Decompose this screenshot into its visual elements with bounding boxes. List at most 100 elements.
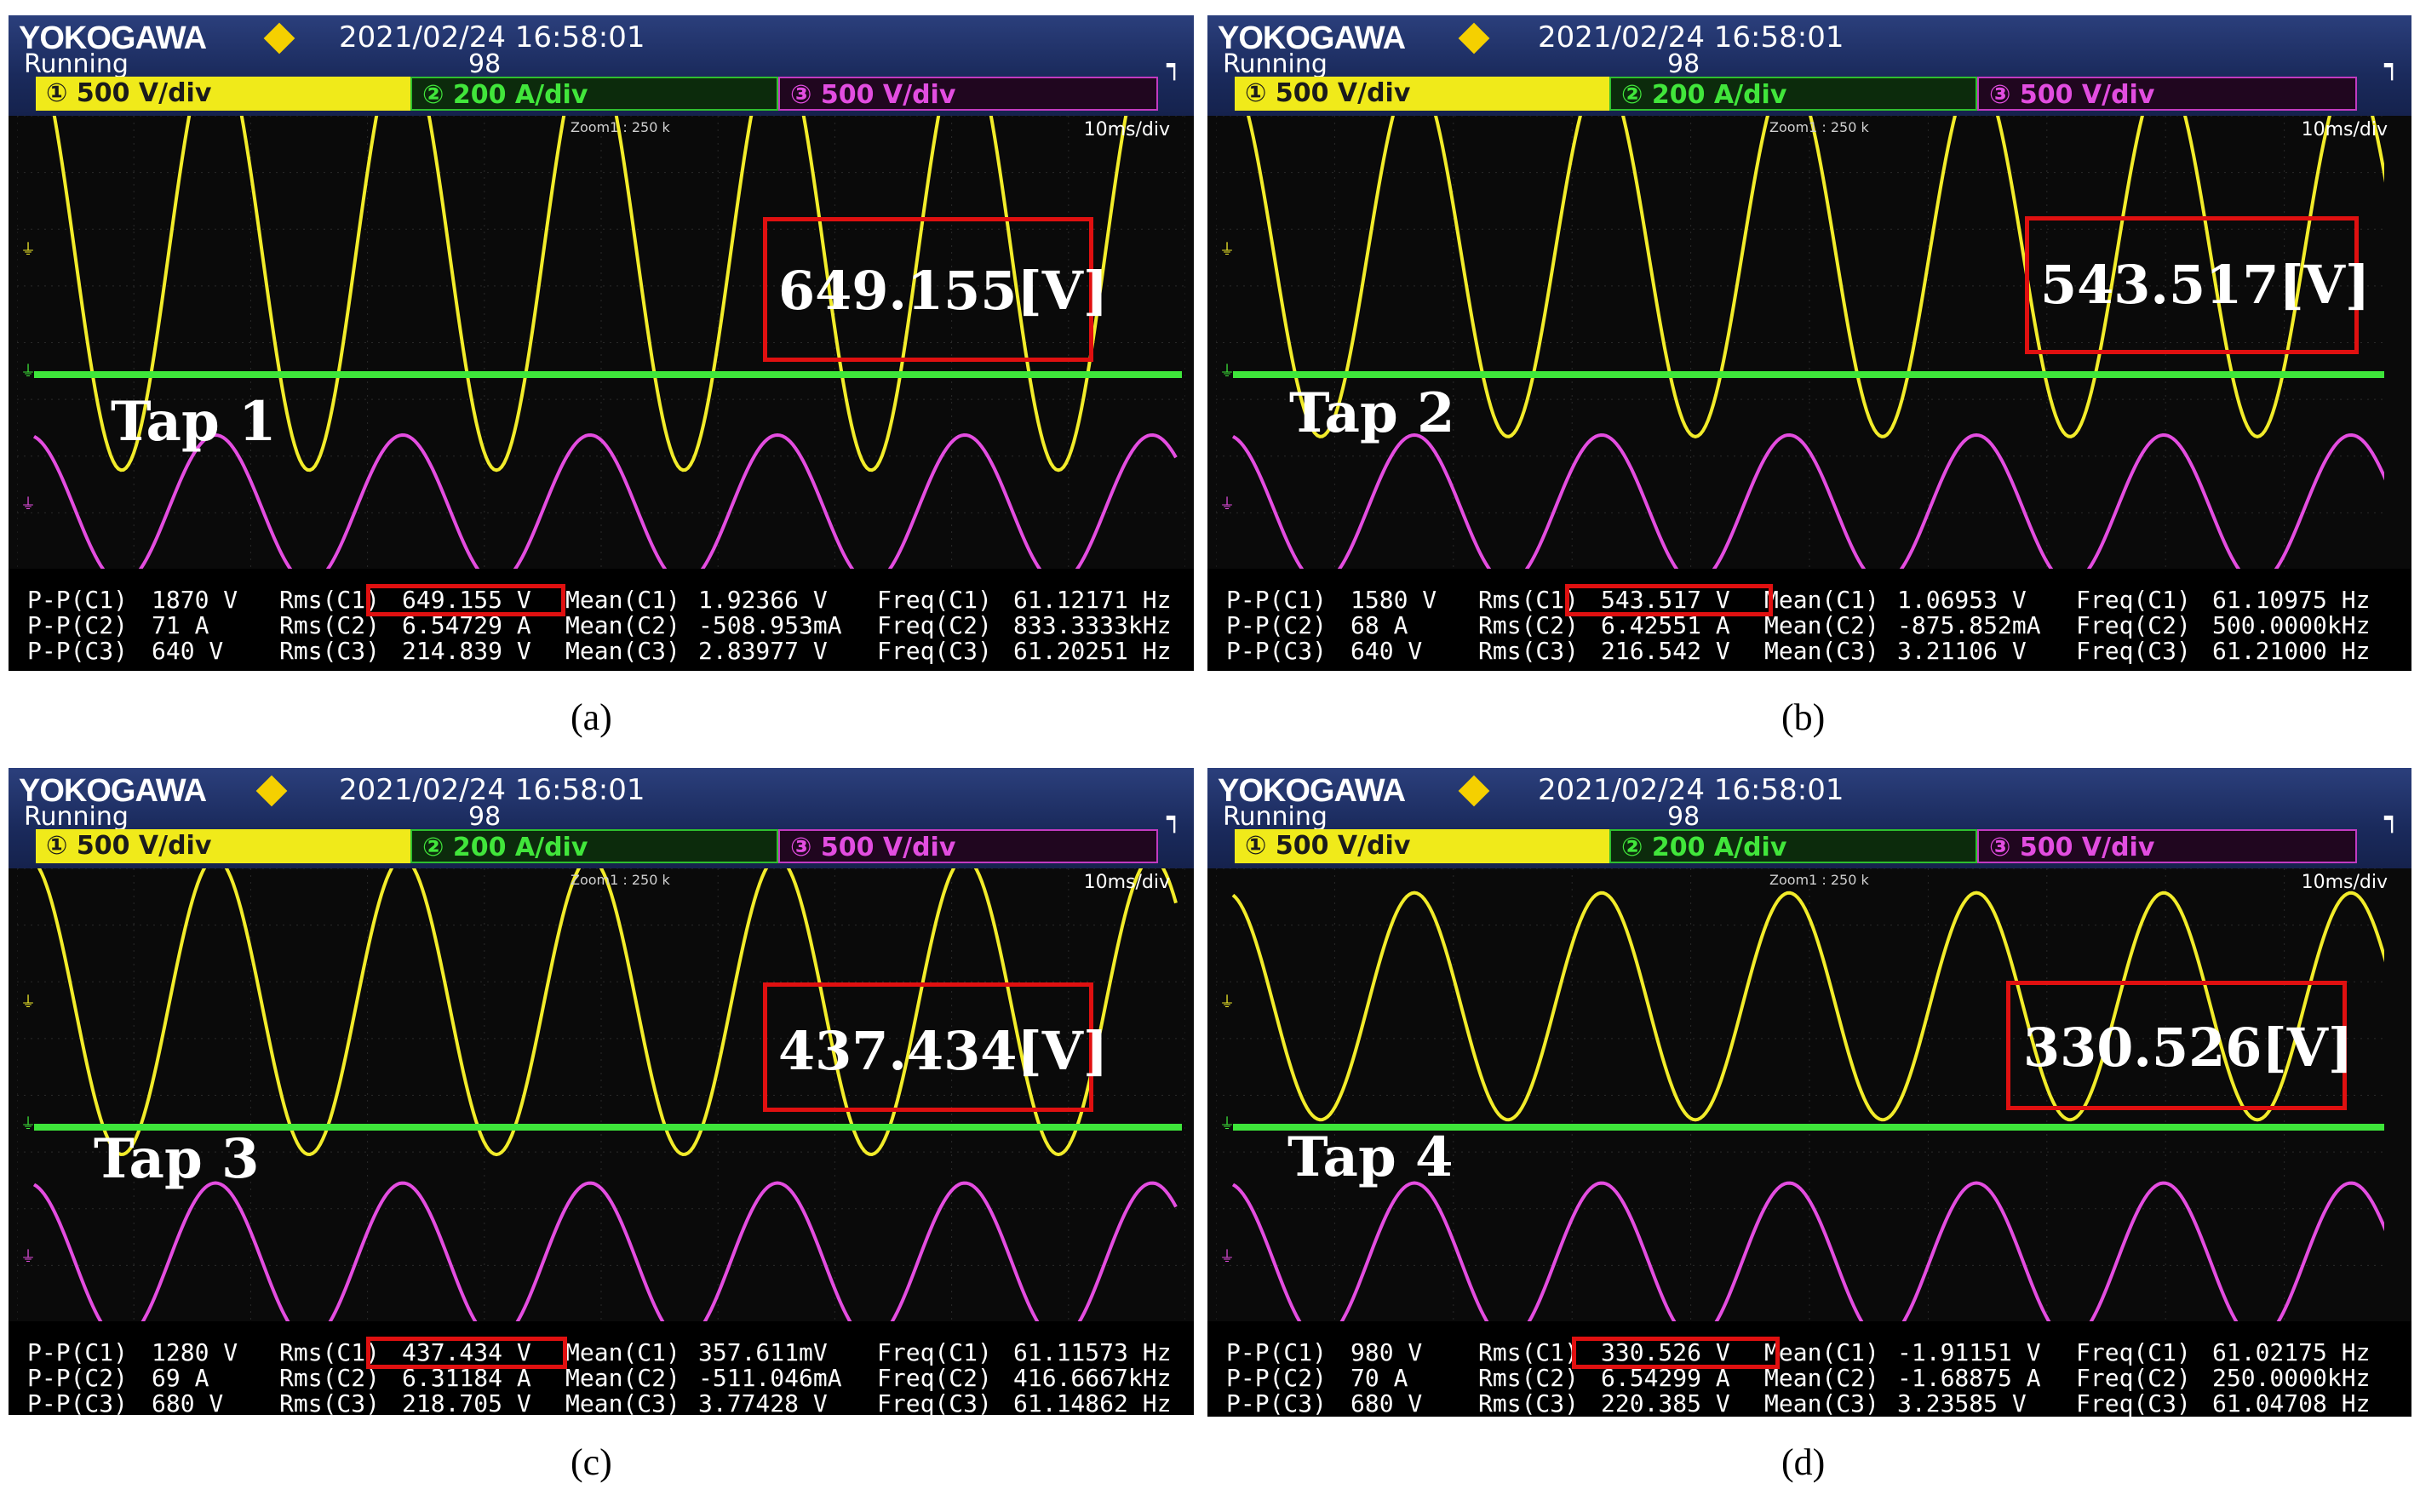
freq-value: 61.02175 Hz <box>2212 1338 2371 1366</box>
channel-1-scale[interactable]: ① 500 V/div <box>1235 77 1609 111</box>
channel-settings-bar: ① 500 V/div ② 200 A/div ③ 500 V/div <box>36 77 1168 111</box>
rms-label: Rms(C1) <box>279 1338 381 1366</box>
zoom-label: Zoom1 : 250 k <box>1769 872 1869 888</box>
pp-label: P-P(C2) <box>27 611 129 639</box>
run-status: Running <box>1223 49 1328 79</box>
pp-label: P-P(C3) <box>27 637 129 665</box>
freq-label: Freq(C1) <box>2076 586 2191 614</box>
rms-value: 6.54729 A <box>402 611 531 639</box>
timestamp: 2021/02/24 16:58:01 <box>1538 20 1844 54</box>
channel-2-scale[interactable]: ② 200 A/div <box>410 77 778 111</box>
zoom-label: Zoom1 : 250 k <box>1769 119 1869 135</box>
mean-value: 1.06953 V <box>1897 586 2027 614</box>
rms-label: Rms(C3) <box>1478 637 1580 665</box>
rms-callout-box <box>763 982 1093 1112</box>
rms-highlight-box <box>366 584 565 616</box>
brand-logo: YOKOGAWA <box>1218 773 1406 809</box>
rms-callout-value: 543.517[V] <box>2040 254 2371 316</box>
trigger-icon: ┑ <box>2383 51 2400 81</box>
pp-label: P-P(C3) <box>27 1389 129 1416</box>
ch2-current-trace <box>1233 1124 2384 1131</box>
mean-value: 357.611mV <box>698 1338 828 1366</box>
zoom-label: Zoom1 : 250 k <box>571 119 670 135</box>
channel-2-scale[interactable]: ② 200 A/div <box>1609 77 1977 111</box>
freq-value: 61.12171 Hz <box>1013 586 1172 614</box>
channel-3-scale[interactable]: ③ 500 V/div <box>778 77 1158 111</box>
ch3-ground-marker: ⏚ <box>20 1248 36 1266</box>
scope-screenshot-1: YOKOGAWA 2021/02/24 16:58:01 Running 98 ┑ ① 5… <box>9 15 1194 671</box>
ch2-current-trace <box>34 371 1182 378</box>
freq-label: Freq(C1) <box>2076 1338 2191 1366</box>
mean-value: -1.91151 V <box>1897 1338 2041 1366</box>
diamond-icon <box>263 22 295 54</box>
channel-2-scale[interactable]: ② 200 A/div <box>1609 829 1977 863</box>
channel-settings-bar: ① 500 V/div ② 200 A/div ③ 500 V/div <box>1235 77 2367 111</box>
run-status: Running <box>1223 802 1328 832</box>
tap-label: Tap 4 <box>1287 1125 1454 1189</box>
ch2-ground-marker: ⏚ <box>1219 363 1235 381</box>
pp-value: 1870 V <box>152 586 238 614</box>
ch3-ground-marker: ⏚ <box>1219 1248 1235 1266</box>
freq-value: 500.0000kHz <box>2212 611 2371 639</box>
pp-value: 1580 V <box>1350 586 1437 614</box>
scope-screenshot-3: YOKOGAWA 2021/02/24 16:58:01 Running 98 ┑ ① 5… <box>9 768 1194 1415</box>
rms-value: 649.155 V <box>402 586 531 614</box>
channel-1-scale[interactable]: ① 500 V/div <box>36 829 410 863</box>
rms-callout-box <box>2006 981 2347 1110</box>
ch1-ground-marker: ⏚ <box>20 241 36 259</box>
freq-label: Freq(C2) <box>877 611 992 639</box>
tap-label: Tap 2 <box>1289 381 1455 445</box>
channel-settings-bar: ① 500 V/div ② 200 A/div ③ 500 V/div <box>36 829 1168 863</box>
brand-logo: YOKOGAWA <box>19 773 207 809</box>
freq-label: Freq(C3) <box>2076 1389 2191 1417</box>
scope-header: YOKOGAWA 2021/02/24 16:58:01 Running 98 ┑ ① 5… <box>9 768 1194 868</box>
rms-value: 218.705 V <box>402 1389 531 1416</box>
pp-value: 71 A <box>152 611 209 639</box>
ch2-ground-marker: ⏚ <box>20 1115 36 1133</box>
pp-label: P-P(C1) <box>1226 586 1328 614</box>
ch3-voltage-waveform <box>32 432 1178 570</box>
rms-highlight-box <box>366 1337 567 1369</box>
scope-header: YOKOGAWA 2021/02/24 16:58:01 Running 98 ┑ ① 5… <box>1207 768 2411 868</box>
rms-callout-value: 437.434[V] <box>778 1020 1109 1082</box>
ch1-voltage-waveform <box>1247 116 2384 438</box>
mean-value: 3.23585 V <box>1897 1389 2027 1417</box>
freq-value: 61.14862 Hz <box>1013 1389 1172 1416</box>
freq-value: 833.3333kHz <box>1013 611 1172 639</box>
freq-value: 61.20251 Hz <box>1013 637 1172 665</box>
rms-label: Rms(C2) <box>1478 611 1580 639</box>
waveform-display: ⏚ ⏚ ⏚ <box>1216 868 2384 1322</box>
mean-label: Mean(C1) <box>565 1338 680 1366</box>
rms-label: Rms(C2) <box>279 611 381 639</box>
brand-logo: YOKOGAWA <box>1218 20 1406 56</box>
rms-callout-box <box>2025 216 2359 354</box>
ch3-voltage-waveform <box>1231 1181 2384 1322</box>
channel-1-scale[interactable]: ① 500 V/div <box>1235 829 1609 863</box>
pp-label: P-P(C3) <box>1226 637 1328 665</box>
channel-1-scale[interactable]: ① 500 V/div <box>36 77 410 111</box>
rms-value: 6.54299 A <box>1601 1364 1730 1392</box>
acquisition-count: 98 <box>468 802 502 832</box>
acquisition-count: 98 <box>468 49 502 79</box>
waveform-display: ⏚ ⏚ ⏚ <box>17 868 1185 1322</box>
mean-value: -511.046mA <box>698 1364 842 1392</box>
rms-value: 220.385 V <box>1601 1389 1730 1417</box>
subfigure-caption: (a) <box>571 696 612 738</box>
mean-value: 1.92366 V <box>698 586 828 614</box>
pp-label: P-P(C2) <box>27 1364 129 1392</box>
freq-label: Freq(C3) <box>877 637 992 665</box>
mean-label: Mean(C2) <box>565 611 680 639</box>
channel-3-scale[interactable]: ③ 500 V/div <box>778 829 1158 863</box>
channel-3-scale[interactable]: ③ 500 V/div <box>1977 829 2357 863</box>
rms-value: 543.517 V <box>1601 586 1730 614</box>
rms-label: Rms(C3) <box>279 1389 381 1416</box>
channel-3-scale[interactable]: ③ 500 V/div <box>1977 77 2357 111</box>
timestamp: 2021/02/24 16:58:01 <box>1538 773 1844 807</box>
waveform-display: ⏚ ⏚ ⏚ <box>1216 116 2384 570</box>
channel-2-scale[interactable]: ② 200 A/div <box>410 829 778 863</box>
trigger-icon: ┑ <box>1166 804 1182 833</box>
mean-label: Mean(C3) <box>565 1389 680 1416</box>
mean-value: 3.21106 V <box>1897 637 2027 665</box>
pp-label: P-P(C1) <box>1226 1338 1328 1366</box>
tap-label: Tap 3 <box>94 1127 260 1191</box>
